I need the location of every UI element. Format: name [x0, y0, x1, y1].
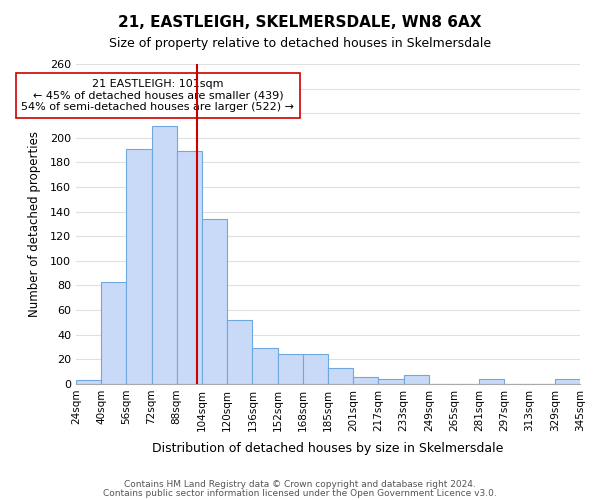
Bar	[278, 354, 303, 384]
Bar	[152, 126, 177, 384]
Bar	[303, 354, 328, 384]
Bar	[76, 380, 101, 384]
Bar	[127, 149, 152, 384]
Bar	[379, 379, 404, 384]
Bar	[479, 379, 505, 384]
Bar	[328, 368, 353, 384]
Bar	[404, 376, 429, 384]
Bar	[227, 320, 253, 384]
Text: 21, EASTLEIGH, SKELMERSDALE, WN8 6AX: 21, EASTLEIGH, SKELMERSDALE, WN8 6AX	[118, 15, 482, 30]
Bar	[353, 376, 379, 384]
Text: 21 EASTLEIGH: 101sqm
← 45% of detached houses are smaller (439)
54% of semi-deta: 21 EASTLEIGH: 101sqm ← 45% of detached h…	[22, 79, 295, 112]
Bar	[177, 152, 202, 384]
Bar	[202, 219, 227, 384]
Text: Size of property relative to detached houses in Skelmersdale: Size of property relative to detached ho…	[109, 38, 491, 51]
Bar	[555, 379, 580, 384]
Bar	[101, 282, 127, 384]
Text: Contains public sector information licensed under the Open Government Licence v3: Contains public sector information licen…	[103, 488, 497, 498]
X-axis label: Distribution of detached houses by size in Skelmersdale: Distribution of detached houses by size …	[152, 442, 503, 455]
Y-axis label: Number of detached properties: Number of detached properties	[28, 131, 41, 317]
Text: Contains HM Land Registry data © Crown copyright and database right 2024.: Contains HM Land Registry data © Crown c…	[124, 480, 476, 489]
Bar	[253, 348, 278, 384]
